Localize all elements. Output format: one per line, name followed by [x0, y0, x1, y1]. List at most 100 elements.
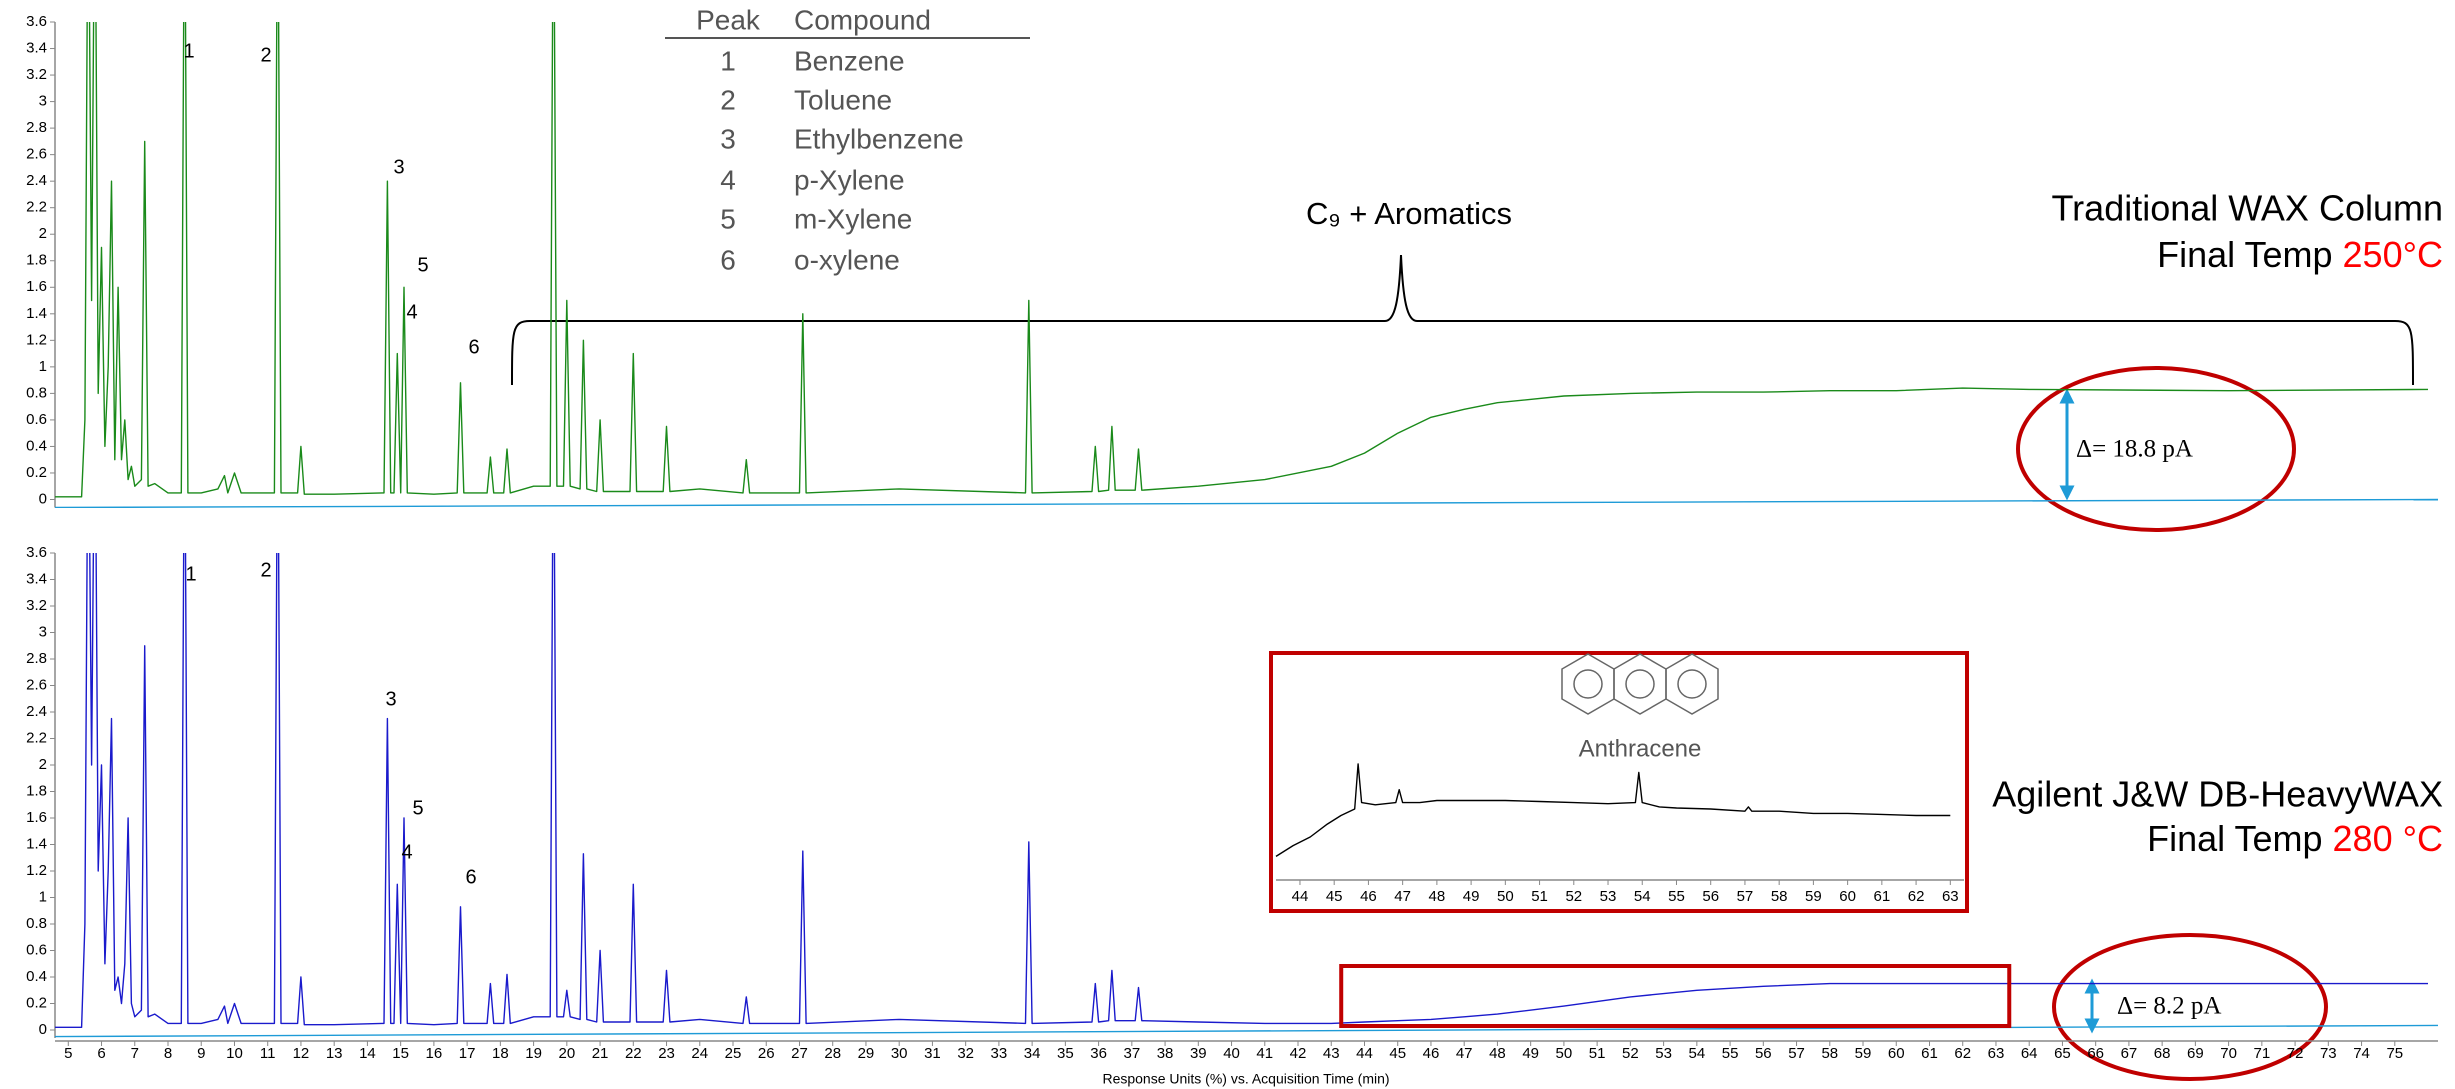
x-tick-label: 42	[1290, 1045, 1307, 1062]
x-tick-label: 36	[1090, 1045, 1107, 1062]
peak-label: 2	[260, 44, 271, 66]
y-tick-label: 0.6	[26, 411, 47, 428]
x-tick-label: 6	[97, 1045, 105, 1062]
x-tick-label: 45	[1389, 1045, 1406, 1062]
table-cell: 5	[720, 203, 736, 234]
x-tick-label: 50	[1497, 888, 1514, 905]
x-tick-label: 10	[226, 1045, 243, 1062]
peak-label: 6	[468, 336, 479, 358]
zoom-region	[1339, 964, 2012, 1028]
x-tick-label: 40	[1223, 1045, 1240, 1062]
y-tick-label: 2.4	[26, 172, 47, 189]
x-tick-label: 39	[1190, 1045, 1207, 1062]
subtitle: Final Temp	[2147, 818, 2322, 859]
y-tick-label: 2.6	[26, 146, 47, 163]
x-tick-label: 52	[1622, 1045, 1639, 1062]
x-tick-label: 61	[1874, 888, 1891, 905]
y-tick-label: 2	[39, 225, 47, 242]
table-cell: 6	[720, 244, 736, 275]
x-tick-label: 19	[525, 1045, 542, 1062]
x-tick-label: 68	[2154, 1045, 2171, 1062]
y-tick-label: 0	[39, 1021, 47, 1038]
peak-table: Peak Compound	[665, 4, 1030, 39]
trace	[55, 553, 2428, 1028]
x-tick-label: 59	[1805, 888, 1822, 905]
x-tick-label: 75	[2386, 1045, 2403, 1062]
peak-label: 4	[401, 841, 412, 863]
highlight-ellipse	[2016, 366, 2296, 532]
x-tick-label: 52	[1565, 888, 1582, 905]
x-tick-label: 58	[1771, 888, 1788, 905]
x-tick-label: 8	[164, 1045, 172, 1062]
x-tick-label: 48	[1429, 888, 1446, 905]
x-tick-label: 72	[2287, 1045, 2304, 1062]
y-tick-label: 3.2	[26, 66, 47, 83]
table-cell: m-Xylene	[794, 203, 912, 234]
peak-label: 1	[183, 40, 194, 62]
anthracene-structure	[1561, 653, 1719, 715]
table-cell: 3	[720, 123, 736, 154]
series-group	[55, 22, 2438, 508]
x-tick-label: 58	[1821, 1045, 1838, 1062]
peak-label: 5	[417, 254, 428, 276]
y-tick-label: 2.2	[26, 199, 47, 216]
x-tick-label: 23	[658, 1045, 675, 1062]
table-cell: Benzene	[794, 45, 905, 76]
y-tick-label: 1	[39, 888, 47, 905]
peak-label: 5	[412, 797, 423, 819]
delta-label: Δ= 8.2 pA	[2117, 993, 2221, 1020]
peak-label: 4	[406, 301, 417, 323]
x-tick-label: 54	[1634, 888, 1651, 905]
x-tick-label: 21	[592, 1045, 609, 1062]
y-tick-label: 1	[39, 358, 47, 375]
y-tick-label: 3.6	[26, 544, 47, 561]
x-tick-label: 60	[1839, 888, 1856, 905]
chart-subtitle: Final Temp 280 °C	[2147, 818, 2443, 859]
y-tick-label: 3.2	[26, 597, 47, 614]
x-tick-label: 38	[1157, 1045, 1174, 1062]
table-cell: Ethylbenzene	[794, 123, 964, 154]
x-tick-label: 50	[1556, 1045, 1573, 1062]
x-tick-label: 70	[2220, 1045, 2237, 1062]
x-tick-label: 43	[1323, 1045, 1340, 1062]
x-tick-label: 24	[691, 1045, 708, 1062]
x-tick-label: 7	[131, 1045, 139, 1062]
table-cell: Toluene	[794, 84, 892, 115]
trace	[1275, 763, 1951, 857]
series-group	[55, 553, 2438, 1038]
x-tick-label: 67	[2121, 1045, 2138, 1062]
x-tick-label: 59	[1855, 1045, 1872, 1062]
x-tick-label: 32	[957, 1045, 974, 1062]
x-tick-label: 34	[1024, 1045, 1041, 1062]
x-tick-label: 61	[1921, 1045, 1938, 1062]
peak-label: 2	[260, 559, 271, 581]
x-tick-label: 9	[197, 1045, 205, 1062]
table-cell: 2	[720, 84, 736, 115]
x-tick-label: 69	[2187, 1045, 2204, 1062]
temperature: 280 °C	[2333, 818, 2443, 859]
x-tick-label: 49	[1463, 888, 1480, 905]
chart-title: Agilent J&W DB-HeavyWAX	[1992, 774, 2443, 815]
y-tick-label: 0.2	[26, 464, 47, 481]
y-tick-label: 2.2	[26, 729, 47, 746]
y-tick-label: 0.4	[26, 437, 47, 454]
x-tick-label: 56	[1702, 888, 1719, 905]
x-tick-label: 22	[625, 1045, 642, 1062]
y-tick-label: 3.4	[26, 39, 47, 56]
x-tick-label: 17	[459, 1045, 476, 1062]
table-cell: p-Xylene	[794, 164, 905, 195]
y-tick-label: 0	[39, 490, 47, 507]
y-tick-label: 1.2	[26, 862, 47, 879]
peak-label: 6	[465, 866, 476, 888]
x-tick-label: 31	[924, 1045, 941, 1062]
y-tick-label: 3	[39, 623, 47, 640]
x-tick-label: 11	[260, 1045, 276, 1062]
x-tick-label: 28	[824, 1045, 841, 1062]
y-tick-label: 1.8	[26, 252, 47, 269]
y-tick-label: 1.8	[26, 782, 47, 799]
x-tick-label: 64	[2021, 1045, 2038, 1062]
x-tick-label: 48	[1489, 1045, 1506, 1062]
x-tick-label: 54	[1689, 1045, 1706, 1062]
delta-label: Δ= 18.8 pA	[2076, 436, 2193, 463]
x-tick-label: 16	[426, 1045, 443, 1062]
